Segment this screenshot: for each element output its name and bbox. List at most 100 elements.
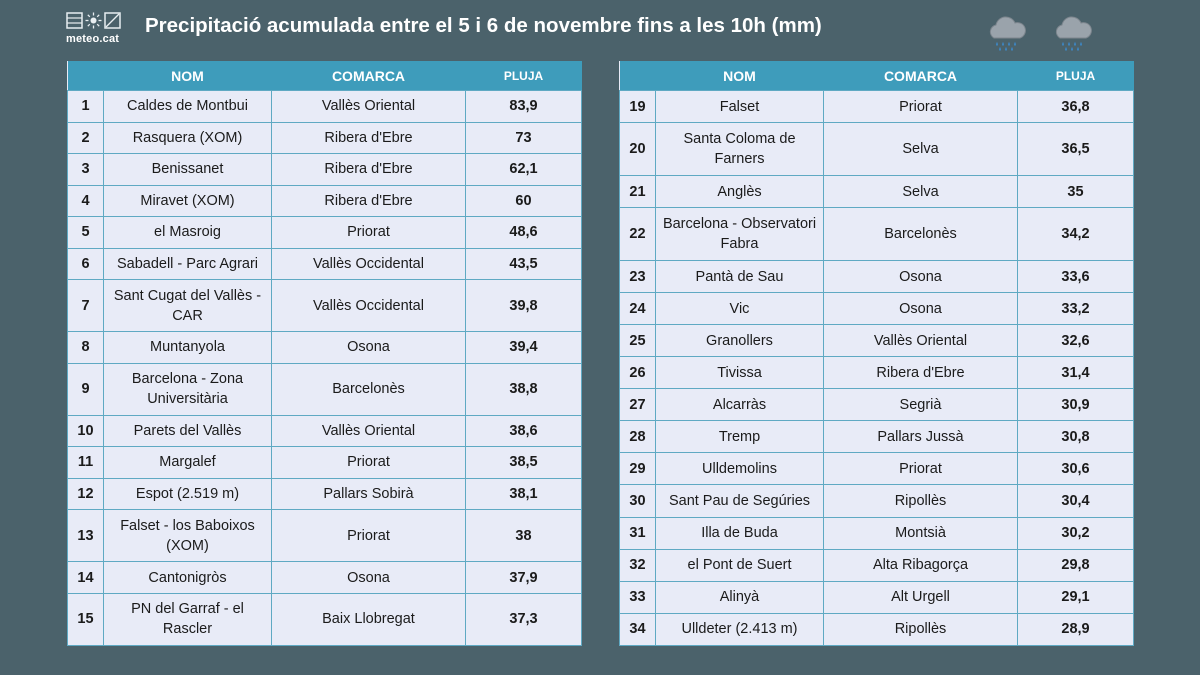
row-comarca: Ribera d'Ebre: [271, 184, 466, 218]
table-row: 26 Tivissa Ribera d'Ebre 31,4: [619, 356, 1134, 390]
row-station-name: Barcelona - Observatori Fabra: [655, 207, 824, 262]
table-row: 28 Tremp Pallars Jussà 30,8: [619, 420, 1134, 454]
row-comarca: Ribera d'Ebre: [271, 121, 466, 155]
table-row: 11 Margalef Priorat 38,5: [67, 446, 582, 479]
row-pluja-value: 39,4: [465, 331, 582, 364]
row-pluja-value: 36,8: [1017, 89, 1134, 124]
row-comarca: Segrià: [823, 388, 1018, 422]
table-row: 22 Barcelona - Observatori Fabra Barcelonè…: [619, 207, 1134, 262]
table-row: 13 Falset - los Baboixos (XOM) Priorat 38: [67, 509, 582, 563]
row-station-name: Caldes de Montbui: [103, 90, 272, 123]
row-station-name: PN del Garraf - el Rascler: [103, 592, 272, 647]
row-station-name: Ulldeter (2.413 m): [655, 612, 824, 647]
row-pluja-value: 28,9: [1017, 612, 1134, 647]
row-station-name: Anglès: [655, 175, 824, 209]
table-row: 29 Ulldemolins Priorat 30,6: [619, 452, 1134, 486]
header-pluja: PLUJA: [1017, 61, 1134, 91]
row-rank: 1: [67, 90, 104, 123]
row-comarca: Priorat: [823, 452, 1018, 486]
row-station-name: Falset - los Baboixos (XOM): [103, 509, 272, 563]
row-comarca: Ripollès: [823, 612, 1018, 647]
row-station-name: Tivissa: [655, 356, 824, 390]
table-row: 30 Sant Pau de Segúries Ripollès 30,4: [619, 484, 1134, 518]
table-row: 33 Alinyà Alt Urgell 29,1: [619, 580, 1134, 614]
row-station-name: Margalef: [103, 446, 272, 479]
row-rank: 29: [619, 452, 656, 486]
row-pluja-value: 38,1: [465, 477, 582, 511]
row-comarca: Priorat: [271, 509, 466, 563]
row-station-name: Tremp: [655, 420, 824, 454]
row-pluja-value: 35: [1017, 175, 1134, 209]
meteocat-logo: meteo.cat: [66, 12, 126, 52]
row-rank: 20: [619, 122, 656, 177]
row-comarca: Vallès Occidental: [271, 247, 466, 281]
precipitation-table-right: NOM COMARCA PLUJA 19 Falset Priorat 36,8 20 S…: [619, 61, 1134, 647]
row-rank: 22: [619, 207, 656, 262]
table-row: 1 Caldes de Montbui Vallès Oriental 83,9: [67, 90, 582, 123]
row-pluja-value: 30,6: [1017, 452, 1134, 486]
row-comarca: Osona: [271, 561, 466, 594]
row-comarca: Priorat: [271, 216, 466, 249]
row-station-name: Alcarràs: [655, 388, 824, 422]
row-rank: 6: [67, 247, 104, 281]
table-row: 15 PN del Garraf - el Rascler Baix Llobreg…: [67, 592, 582, 647]
logo-slash-icon: [104, 12, 121, 29]
row-rank: 27: [619, 388, 656, 422]
row-rank: 21: [619, 175, 656, 209]
row-comarca: Montsià: [823, 516, 1018, 550]
row-rank: 11: [67, 446, 104, 479]
row-pluja-value: 30,8: [1017, 420, 1134, 454]
row-pluja-value: 48,6: [465, 216, 582, 249]
row-rank: 33: [619, 580, 656, 614]
logo-icons: [66, 12, 126, 29]
row-comarca: Vallès Oriental: [271, 90, 466, 123]
table-row: 25 Granollers Vallès Oriental 32,6: [619, 324, 1134, 358]
table-row: 14 Cantonigròs Osona 37,9: [67, 561, 582, 594]
row-rank: 28: [619, 420, 656, 454]
row-station-name: Muntanyola: [103, 331, 272, 364]
row-comarca: Vallès Occidental: [271, 279, 466, 333]
row-comarca: Baix Llobregat: [271, 592, 466, 647]
row-pluja-value: 31,4: [1017, 356, 1134, 390]
row-comarca: Alta Ribagorça: [823, 548, 1018, 582]
row-rank: 15: [67, 592, 104, 647]
row-rank: 8: [67, 331, 104, 364]
row-rank: 2: [67, 121, 104, 155]
row-station-name: Cantonigròs: [103, 561, 272, 594]
row-pluja-value: 29,8: [1017, 548, 1134, 582]
precipitation-table-left: NOM COMARCA PLUJA 1 Caldes de Montbui Vall…: [67, 61, 582, 647]
row-rank: 19: [619, 89, 656, 124]
row-rank: 9: [67, 362, 104, 416]
row-rank: 13: [67, 509, 104, 563]
table-row: 12 Espot (2.519 m) Pallars Sobirà 38,1: [67, 477, 582, 511]
row-comarca: Alt Urgell: [823, 580, 1018, 614]
row-rank: 24: [619, 292, 656, 326]
row-station-name: Barcelona - Zona Universitària: [103, 362, 272, 416]
row-pluja-value: 62,1: [465, 153, 582, 186]
row-station-name: Alinyà: [655, 580, 824, 614]
logo-sun-icon: [85, 12, 102, 29]
table-row: 5 el Masroig Priorat 48,6: [67, 216, 582, 249]
table-row: 24 Vic Osona 33,2: [619, 292, 1134, 326]
row-pluja-value: 33,6: [1017, 260, 1134, 294]
row-rank: 34: [619, 612, 656, 647]
row-station-name: Sabadell - Parc Agrari: [103, 247, 272, 281]
table-row: 21 Anglès Selva 35: [619, 175, 1134, 209]
row-station-name: Santa Coloma de Farners: [655, 122, 824, 177]
row-station-name: Parets del Vallès: [103, 414, 272, 448]
row-station-name: Vic: [655, 292, 824, 326]
row-pluja-value: 38,8: [465, 362, 582, 416]
row-station-name: Sant Pau de Segúries: [655, 484, 824, 518]
table-header-row: NOM COMARCA PLUJA: [619, 61, 1134, 91]
row-rank: 4: [67, 184, 104, 218]
table-header-row: NOM COMARCA PLUJA: [67, 61, 582, 91]
table-row: 10 Parets del Vallès Vallès Oriental 38,6: [67, 414, 582, 448]
row-comarca: Pallars Jussà: [823, 420, 1018, 454]
row-comarca: Vallès Oriental: [823, 324, 1018, 358]
row-station-name: Sant Cugat del Vallès - CAR: [103, 279, 272, 333]
table-row: 7 Sant Cugat del Vallès - CAR Vallès Occid…: [67, 279, 582, 333]
row-station-name: el Masroig: [103, 216, 272, 249]
row-pluja-value: 30,2: [1017, 516, 1134, 550]
table-row: 34 Ulldeter (2.413 m) Ripollès 28,9: [619, 612, 1134, 647]
table-row: 19 Falset Priorat 36,8: [619, 89, 1134, 124]
